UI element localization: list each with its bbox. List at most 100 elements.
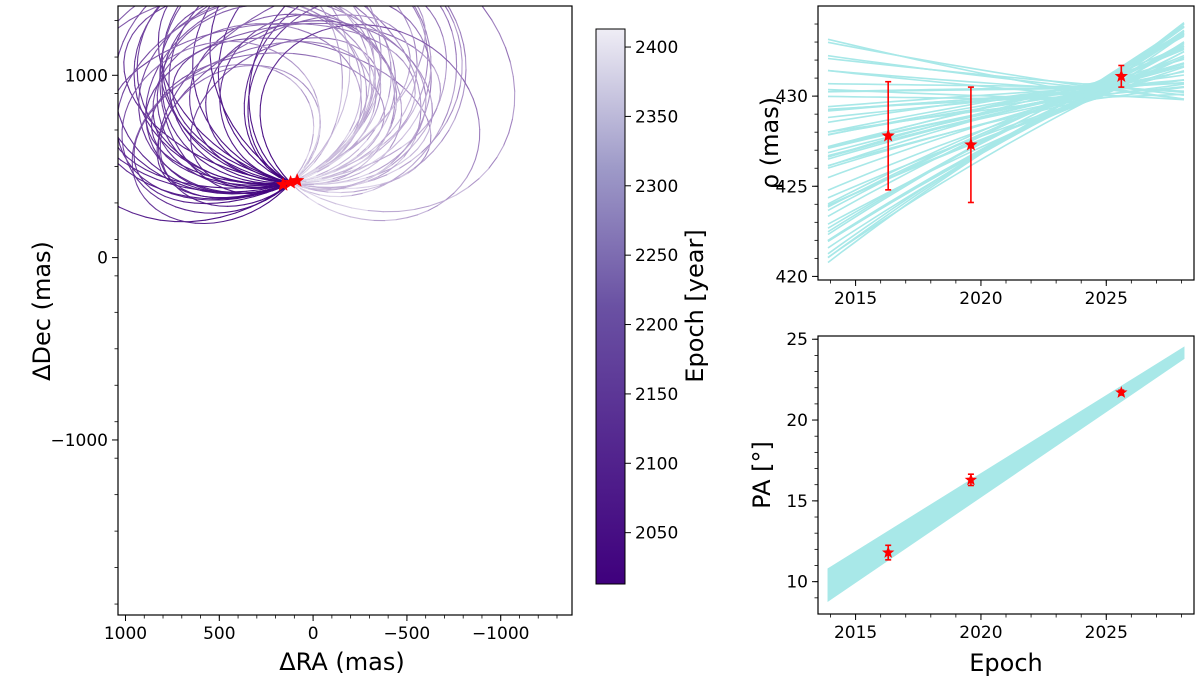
orbit-track-segment bbox=[224, 188, 236, 193]
orbit-track-segment bbox=[455, 20, 461, 33]
orbit-track-segment bbox=[264, 6, 276, 12]
orbit-track-segment bbox=[328, 157, 341, 167]
orbit-track-segment bbox=[496, 145, 505, 159]
orbit-track-segment bbox=[305, 95, 310, 104]
orbit-track-segment bbox=[182, 0, 189, 5]
orbit-track-segment bbox=[210, 186, 228, 189]
orbit-track-segment bbox=[415, 8, 423, 21]
orbit-track-segment bbox=[183, 201, 195, 204]
orbit-track-segment bbox=[232, 25, 250, 30]
orbit-track-segment bbox=[236, 41, 248, 44]
orbit-track-segment bbox=[158, 163, 162, 172]
orbit-track-segment bbox=[95, 133, 101, 144]
orbit-track-segment bbox=[60, 81, 62, 95]
orbit-track-segment bbox=[377, 127, 383, 136]
orbit-track-segment bbox=[462, 79, 470, 90]
orbit-track-segment bbox=[326, 179, 337, 183]
orbit-track-segment bbox=[194, 211, 206, 214]
orbit-track-segment bbox=[379, 110, 391, 123]
orbit-track-segment bbox=[420, 142, 432, 154]
orbit-track-segment bbox=[354, 26, 362, 38]
orbit-track-segment bbox=[302, 82, 309, 90]
orbit-track-segment bbox=[192, 122, 204, 135]
orbit-track-segment bbox=[431, 102, 433, 114]
orbit-track-segment bbox=[234, 38, 248, 41]
orbit-track-segment bbox=[118, 206, 133, 214]
orbit-track-segment bbox=[395, 53, 404, 62]
separation-xtick-label: 2020 bbox=[959, 289, 1002, 309]
orbit-track-segment bbox=[334, 0, 344, 1]
orbit-track-segment bbox=[448, 61, 458, 72]
orbit-track-segment bbox=[377, 41, 389, 49]
separation-model-track bbox=[827, 87, 1185, 208]
orbit-track-segment bbox=[196, 78, 205, 85]
orbit-track-segment bbox=[360, 101, 363, 112]
orbit-track-segment bbox=[201, 147, 214, 158]
orbit-track-segment bbox=[132, 85, 139, 96]
orbit-track-segment bbox=[212, 130, 222, 142]
orbit-track-segment bbox=[356, 61, 361, 73]
orbit-track-segment bbox=[223, 65, 228, 76]
orbit-track-segment bbox=[336, 149, 345, 158]
orbit-track-segment bbox=[172, 138, 180, 150]
orbit-track-segment bbox=[330, 186, 345, 189]
orbit-track-segment bbox=[248, 125, 252, 136]
orbit-track-segment bbox=[426, 116, 434, 126]
orbit-track-segment bbox=[361, 150, 375, 159]
orbit-track-segment bbox=[137, 44, 141, 58]
orbit-track-segment bbox=[370, 41, 378, 49]
orbit-track-segment bbox=[184, 209, 196, 213]
orbit-track-segment bbox=[175, 106, 181, 116]
orbit-track-segment bbox=[235, 41, 245, 49]
orbit-track-segment bbox=[335, 170, 352, 176]
orbit-track-segment bbox=[394, 70, 397, 82]
separation-observation-star bbox=[1114, 69, 1128, 82]
orbit-track-segment bbox=[184, 122, 192, 132]
orbit-track-segment bbox=[373, 134, 379, 143]
orbit-track-segment bbox=[275, 164, 284, 176]
orbit-track-segment bbox=[454, 42, 457, 55]
orbit-track-segment bbox=[237, 181, 252, 185]
orbit-track-segment bbox=[248, 108, 252, 121]
orbit-track-segment bbox=[313, 153, 322, 164]
orbit-track-segment bbox=[417, 54, 423, 67]
orbit-track-segment bbox=[368, 111, 374, 123]
orbit-track-segment bbox=[242, 156, 251, 165]
orbit-track-segment bbox=[164, 95, 171, 107]
orbit-track-segment bbox=[259, 65, 269, 69]
orbit-track-segment bbox=[394, 80, 397, 93]
orbit-track-segment bbox=[131, 212, 147, 218]
orbit-track-segment bbox=[175, 6, 180, 10]
orbit-track-segment bbox=[270, 42, 282, 48]
orbit-track-segment bbox=[372, 31, 383, 37]
orbit-track-segment bbox=[402, 167, 415, 177]
orbit-track-segment bbox=[139, 190, 146, 199]
orbit-track-segment bbox=[83, 105, 86, 115]
orbit-track-segment bbox=[301, 158, 307, 169]
orbit-track-segment bbox=[406, 109, 412, 120]
orbit-track-segment bbox=[229, 164, 240, 171]
orbit-track-segment bbox=[401, 34, 407, 43]
orbit-track-segment bbox=[279, 0, 293, 4]
orbit-track-segment bbox=[184, 183, 198, 189]
orbit-track-segment bbox=[307, 197, 319, 205]
orbit-track-segment bbox=[398, 87, 408, 101]
orbit-track-segment bbox=[183, 143, 193, 153]
orbit-xtick-label: −1000 bbox=[472, 624, 530, 644]
orbit-track-segment bbox=[103, 30, 111, 41]
orbit-track-segment bbox=[191, 67, 205, 76]
orbit-track-segment bbox=[235, 169, 250, 176]
orbit-track-segment bbox=[166, 65, 177, 75]
orbit-track-segment bbox=[348, 157, 363, 165]
orbit-track-segment bbox=[148, 77, 154, 89]
separation-ytick-label: 420 bbox=[776, 267, 808, 287]
orbit-track-segment bbox=[224, 126, 229, 137]
orbit-track-segment bbox=[358, 58, 364, 69]
orbit-track-segment bbox=[433, 67, 439, 77]
orbit-track-segment bbox=[135, 130, 141, 140]
orbit-track-segment bbox=[138, 109, 141, 121]
orbit-track-segment bbox=[227, 47, 237, 55]
orbit-track-segment bbox=[349, 128, 360, 141]
orbit-track-segment bbox=[337, 6, 348, 11]
orbit-track-segment bbox=[412, 65, 419, 78]
